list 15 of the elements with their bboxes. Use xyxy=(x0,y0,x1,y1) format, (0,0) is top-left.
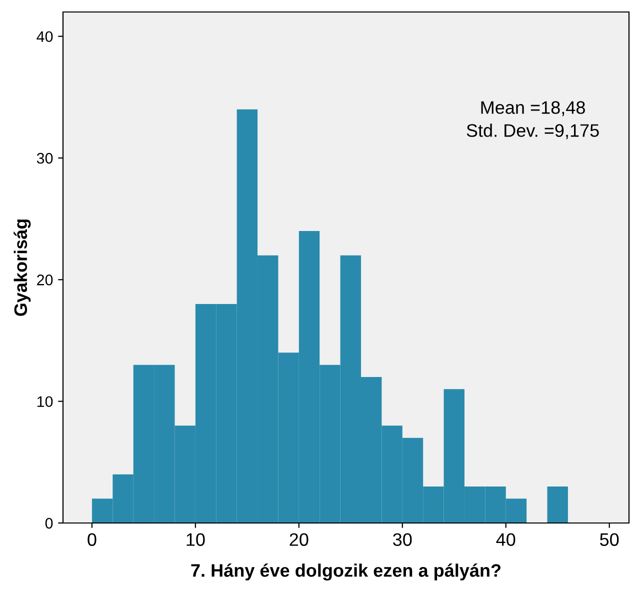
y-tick-label: 30 xyxy=(36,152,53,164)
x-tick-label: 0 xyxy=(88,533,96,546)
y-tick-label: 20 xyxy=(37,274,53,286)
y-axis-title: Gyakoriság xyxy=(14,220,31,316)
x-tick-label: 10 xyxy=(186,533,205,546)
y-tick-label: 0 xyxy=(45,518,53,529)
x-tick-label: 50 xyxy=(600,533,619,546)
x-tick-label: 30 xyxy=(393,533,412,546)
annotation: Mean =18,48 xyxy=(481,101,585,116)
x-tick-label: 20 xyxy=(290,533,308,546)
annotation: Std. Dev. =9,175 xyxy=(466,124,599,140)
x-axis-title: 7. Hány éve dolgozik ezen a pályán? xyxy=(191,563,501,581)
y-tick-label: 10 xyxy=(37,396,53,408)
x-tick-label: 40 xyxy=(496,533,516,546)
y-tick-label: 40 xyxy=(36,31,53,42)
